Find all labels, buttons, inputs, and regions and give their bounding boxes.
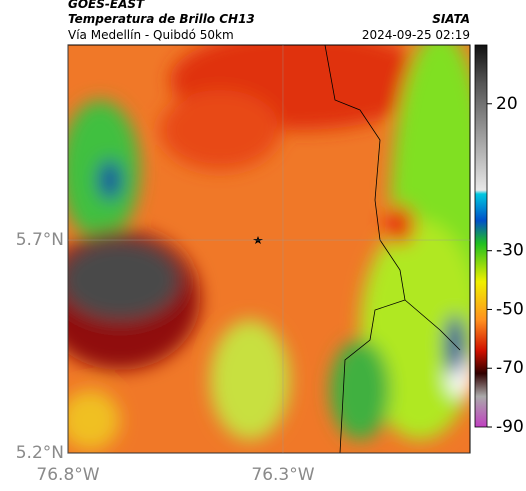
colorbar-tick-label: -30 [496,241,524,261]
colorbar [474,44,488,428]
colorbar-tick-label: -90 [496,417,524,437]
temperature-field [68,45,470,453]
title: GOES-EAST [68,0,145,11]
subtitle: Temperatura de Brillo CH13 [68,12,255,26]
x-tick-label: 76.3°W [251,465,314,485]
datetime: 2024-09-25 02:19 [362,28,470,42]
x-tick-label: 76.8°W [36,465,99,485]
colorbar-tick-label: 20 [496,94,518,114]
source: SIATA [432,12,470,26]
region: Vía Medellín - Quibdó 50km [68,28,234,42]
colorbar-tick-label: -70 [496,358,524,378]
y-tick-label: 5.7°N [16,230,64,250]
colorbar-tick-label: -50 [496,299,524,319]
y-tick-label: 5.2°N [16,443,64,463]
